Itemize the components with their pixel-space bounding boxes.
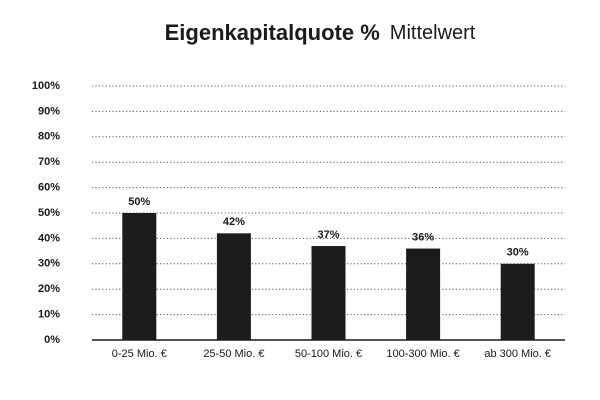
y-tick-label: 10% xyxy=(38,309,60,321)
y-tick-label: 70% xyxy=(38,156,60,168)
y-tick-label: 0% xyxy=(44,334,60,346)
bar xyxy=(406,248,441,340)
value-label: 36% xyxy=(412,231,434,243)
y-tick-label: 20% xyxy=(38,283,60,295)
y-tick-label: 60% xyxy=(38,182,60,194)
y-tick-label: 100% xyxy=(32,80,60,92)
x-tick-label: 25-50 Mio. € xyxy=(203,348,264,360)
value-label: 30% xyxy=(507,247,529,259)
value-label: 37% xyxy=(317,229,339,241)
x-tick-label: 100-300 Mio. € xyxy=(386,348,459,360)
value-label: 50% xyxy=(128,196,150,208)
x-tick-label: 0-25 Mio. € xyxy=(112,348,167,360)
chart-heading: Eigenkapitalquote % Mittelwert xyxy=(165,20,476,45)
bar xyxy=(500,263,535,340)
y-tick-label: 80% xyxy=(38,131,60,143)
bar xyxy=(311,246,346,340)
chart-title: Eigenkapitalquote % xyxy=(165,20,380,45)
y-tick-label: 40% xyxy=(38,232,60,244)
bar xyxy=(216,233,251,340)
x-tick-label: ab 300 Mio. € xyxy=(484,348,551,360)
value-label: 42% xyxy=(223,216,245,228)
chart-subtitle: Mittelwert xyxy=(390,22,476,44)
y-tick-label: 90% xyxy=(38,105,60,117)
y-tick-label: 30% xyxy=(38,258,60,270)
bar xyxy=(122,213,157,340)
x-tick-label: 50-100 Mio. € xyxy=(295,348,362,360)
y-tick-label: 50% xyxy=(38,207,60,219)
